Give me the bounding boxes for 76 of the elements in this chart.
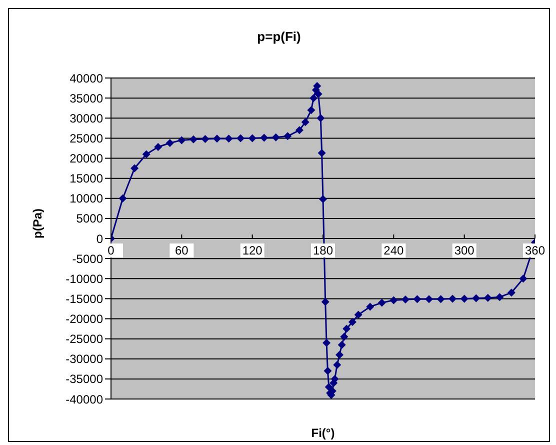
point — [354, 310, 362, 319]
point — [484, 294, 492, 302]
x-tick-label: 360 — [524, 244, 546, 258]
y-tick-label: 25000 — [70, 131, 104, 146]
x-tick-label: 60 — [174, 244, 189, 258]
point — [314, 90, 322, 98]
point — [333, 360, 342, 369]
point — [496, 293, 504, 302]
point — [224, 134, 233, 143]
point — [401, 295, 410, 304]
point — [338, 340, 346, 349]
point — [236, 134, 245, 142]
y-tick-label: -15000 — [66, 292, 104, 306]
y-tick-label: -10000 — [66, 272, 104, 286]
point — [324, 366, 332, 375]
point — [213, 134, 221, 143]
point — [472, 294, 480, 302]
point — [166, 139, 174, 148]
point — [319, 195, 327, 204]
point — [260, 134, 268, 142]
point — [318, 149, 326, 158]
point — [460, 294, 468, 303]
x-tick-label: 180 — [312, 244, 334, 258]
point — [340, 332, 348, 341]
point — [307, 106, 316, 114]
point — [201, 134, 210, 143]
x-tick-label: 240 — [384, 244, 404, 258]
y-tick-label: 35000 — [70, 91, 104, 106]
y-axis-title: p(Pa) — [30, 208, 44, 238]
point — [348, 318, 356, 326]
point — [310, 94, 318, 102]
y-tick-label: -40000 — [66, 392, 104, 406]
point — [324, 382, 333, 391]
point — [330, 374, 339, 383]
point — [448, 294, 457, 303]
point — [301, 118, 310, 126]
y-tick-label: -20000 — [66, 312, 104, 326]
point — [118, 194, 127, 202]
x-axis-title: Fi(°) — [311, 426, 335, 440]
y-tick-label: 20000 — [70, 152, 104, 166]
y-tick-label: 30000 — [70, 111, 104, 126]
point — [342, 324, 351, 333]
point — [316, 114, 325, 122]
point — [272, 133, 280, 142]
chart-title: p=p(Fi) — [256, 29, 302, 44]
y-tick-label: 0 — [96, 232, 104, 246]
point — [295, 126, 304, 134]
point — [335, 350, 344, 359]
point — [436, 295, 445, 304]
point — [130, 164, 139, 172]
y-tick-label: 40000 — [70, 71, 104, 86]
point — [378, 298, 386, 307]
y-tick-label: -30000 — [66, 352, 104, 366]
point — [178, 136, 186, 144]
x-tick-label: 120 — [242, 244, 263, 258]
point — [189, 135, 198, 144]
point — [154, 143, 162, 152]
x-tick-label: 0 — [108, 244, 115, 258]
point — [321, 298, 330, 306]
point — [366, 302, 374, 311]
y-tick-label: 15000 — [70, 172, 104, 186]
x-tick-label: 300 — [454, 244, 475, 258]
point — [142, 150, 150, 158]
point — [519, 274, 528, 283]
point — [425, 295, 433, 304]
y-tick-label: -35000 — [66, 372, 104, 386]
point — [413, 295, 422, 304]
y-tick-label: -25000 — [66, 332, 104, 346]
point — [507, 288, 516, 297]
y-tick-label: 5000 — [76, 212, 104, 226]
point — [284, 132, 292, 140]
point — [322, 338, 331, 347]
y-tick-label: -5000 — [72, 252, 104, 266]
point — [390, 296, 398, 304]
point — [248, 134, 256, 142]
y-tick-label: 10000 — [70, 192, 104, 206]
